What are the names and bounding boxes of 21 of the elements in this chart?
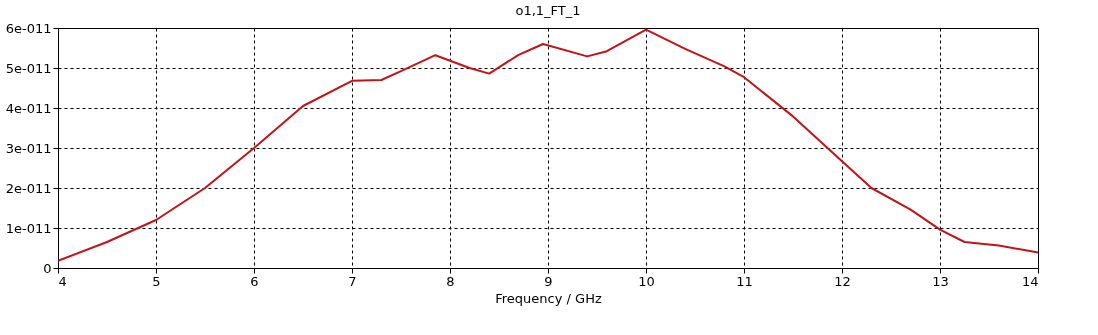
x-tick-label: 11	[736, 273, 753, 289]
x-tick-label: 5	[152, 273, 161, 289]
x-tick-label: 12	[834, 273, 851, 289]
x-tick-label: 14	[1021, 273, 1039, 289]
x-tick-label: 9	[544, 273, 553, 289]
y-tick-label: 0	[43, 260, 52, 276]
x-tick-label: 7	[348, 273, 357, 289]
y-tick-label: 3e-011	[5, 140, 52, 156]
y-tick-label: 5e-011	[5, 60, 52, 76]
x-tick-label: 8	[446, 273, 455, 289]
x-tick-label: 4	[58, 273, 67, 289]
x-axis-title: Frequency / GHz	[495, 290, 602, 306]
chart-title: o1,1_FT_1	[515, 3, 581, 18]
x-tick-label: 6	[250, 273, 259, 289]
y-tick-label: 6e-011	[5, 20, 52, 36]
y-tick-label: 2e-011	[5, 180, 52, 196]
y-tick-label: 4e-011	[5, 100, 52, 116]
y-tick-label: 1e-011	[5, 220, 52, 236]
line-series	[57, 28, 1039, 262]
x-tick-label: 13	[932, 273, 949, 289]
x-tick-label: 10	[638, 273, 655, 289]
